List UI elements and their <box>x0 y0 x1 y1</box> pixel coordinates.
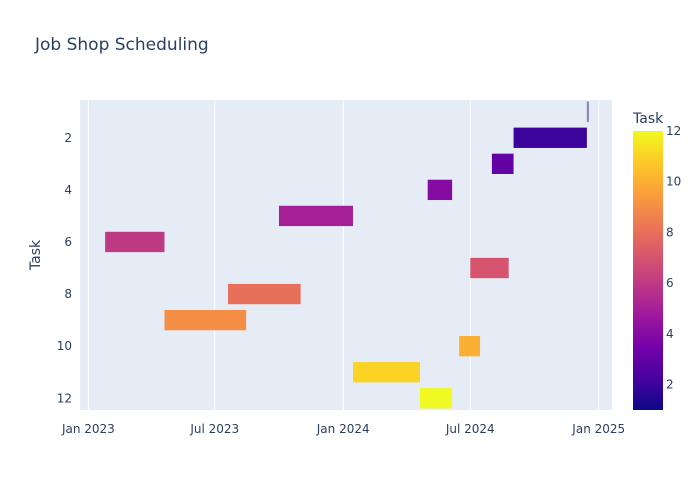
task-bar-5[interactable] <box>278 205 353 227</box>
y-tick-label: 2 <box>64 131 72 145</box>
task-bar-8[interactable] <box>228 283 301 305</box>
task-bar-1[interactable] <box>586 101 589 122</box>
colorbar-tick-label: 10 <box>666 175 681 189</box>
task-bar-3[interactable] <box>491 153 514 174</box>
colorbar <box>633 131 663 410</box>
x-tick-label: Jul 2023 <box>189 422 239 436</box>
colorbar-tick-label: 2 <box>666 378 674 392</box>
colorbar-title: Task <box>632 111 664 127</box>
colorbar-tick-label: 6 <box>666 276 674 290</box>
x-tick-label: Jul 2024 <box>445 422 495 436</box>
task-bar-9[interactable] <box>164 309 247 331</box>
y-axis-title: Task <box>28 239 44 271</box>
y-tick-label: 4 <box>64 183 72 197</box>
task-bar-10[interactable] <box>459 336 481 357</box>
task-bar-11[interactable] <box>352 362 421 383</box>
x-tick-label: Jan 2025 <box>571 422 625 436</box>
x-tick-label: Jan 2023 <box>61 422 115 436</box>
task-bar-12[interactable] <box>420 388 453 409</box>
y-tick-label: 6 <box>64 235 72 249</box>
task-bar-7[interactable] <box>470 257 509 279</box>
task-bar-6[interactable] <box>105 231 165 253</box>
plot-area <box>80 100 612 410</box>
colorbar-tick-label: 12 <box>666 124 681 138</box>
x-tick-label: Jan 2024 <box>316 422 370 436</box>
chart-title: Job Shop Scheduling <box>34 35 209 55</box>
task-bar-2[interactable] <box>513 127 587 148</box>
task-bar-4[interactable] <box>427 179 453 201</box>
y-tick-label: 8 <box>64 287 72 301</box>
y-tick-label: 10 <box>57 339 72 353</box>
y-tick-label: 12 <box>57 391 72 405</box>
colorbar-tick-label: 4 <box>666 327 674 341</box>
colorbar-tick-label: 8 <box>666 225 674 239</box>
